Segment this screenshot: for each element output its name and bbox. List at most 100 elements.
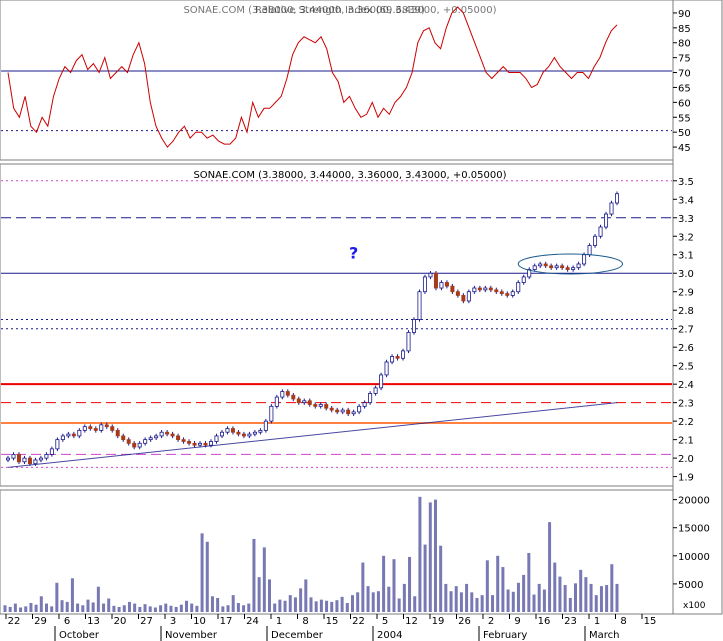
volume-bar	[39, 596, 43, 612]
volume-bar	[335, 600, 339, 612]
candle-body	[274, 396, 279, 407]
volume-bar	[579, 569, 583, 612]
candle-body	[313, 404, 318, 407]
candle-body	[214, 435, 219, 442]
x-month-label: March	[589, 630, 619, 641]
candle-body	[554, 265, 559, 269]
volume-bar	[548, 522, 552, 612]
price-y-tick-label: 3.1	[678, 251, 694, 262]
candle-body	[395, 356, 400, 359]
candle-body	[422, 276, 427, 293]
volume-bar	[257, 577, 261, 612]
volume-bar	[231, 595, 235, 612]
x-day-label: 16	[538, 616, 551, 627]
volume-bar	[449, 591, 453, 612]
volume-bar	[96, 586, 100, 612]
candle-body	[44, 454, 49, 459]
candle-body	[587, 245, 592, 256]
x-month-label: October	[59, 630, 100, 641]
x-day-label: 9	[514, 616, 520, 627]
volume-bar	[589, 583, 593, 612]
x-month-label: November	[165, 630, 218, 641]
candle-body	[615, 193, 620, 204]
volume-bar	[299, 588, 303, 612]
volume-bar	[584, 577, 588, 612]
price-y-tick-label: 2.3	[678, 399, 694, 410]
volume-bar	[397, 598, 401, 612]
candle-body	[527, 269, 532, 278]
volume-bar	[242, 605, 246, 612]
candle-body	[604, 213, 609, 228]
volume-bar	[444, 583, 448, 612]
price-y-tick-label: 3.2	[678, 232, 694, 243]
price-y-tick-label: 2.5	[678, 362, 694, 373]
price-y-tick-label: 2.6	[678, 343, 694, 354]
volume-bar	[86, 599, 90, 612]
volume-bar	[122, 605, 126, 612]
price-panel-frame	[0, 163, 674, 487]
candle-body	[379, 374, 384, 389]
candle-body	[77, 429, 82, 437]
volume-bar	[138, 606, 142, 612]
volume-bar	[65, 601, 69, 612]
volume-bar	[475, 597, 479, 612]
candle-body	[411, 319, 416, 333]
x-month-label: December	[271, 630, 324, 641]
x-day-label: 17	[220, 616, 233, 627]
volume-bar	[236, 603, 240, 612]
candle-body	[285, 391, 290, 396]
candle-body	[560, 265, 565, 269]
rsi-y-tick-label: 60	[678, 98, 691, 109]
candle-body	[362, 402, 367, 407]
candle-body	[483, 287, 488, 291]
candle-body	[11, 454, 16, 459]
price-y-tick-label: 2.8	[678, 306, 694, 317]
candle-body	[450, 285, 455, 293]
candle-body	[324, 404, 329, 409]
rsi-overlay-title: SONAE.COM (3.38000, 3.44000, 3.36000, 3.…	[183, 5, 496, 16]
candle-body	[121, 435, 126, 441]
volume-bar	[366, 586, 370, 612]
candle-body	[126, 439, 131, 444]
x-month-label: February	[483, 630, 527, 641]
volume-bar	[516, 582, 520, 612]
volume-bar	[496, 555, 500, 612]
volume-bar	[143, 604, 147, 612]
volume-bar	[553, 562, 557, 612]
candle-body	[132, 442, 137, 448]
candle-body	[532, 265, 537, 270]
volume-bar	[542, 589, 546, 612]
volume-bar	[568, 597, 572, 612]
volume-bar	[283, 600, 287, 612]
volume-bar	[371, 592, 375, 612]
price-annotation-ellipse	[517, 253, 623, 275]
price-y-tick-label: 3.5	[678, 177, 694, 188]
volume-bar	[179, 604, 183, 612]
volume-bar	[418, 496, 422, 612]
x-day-label: 12	[405, 616, 418, 627]
volume-bar	[610, 564, 614, 612]
volume-bar	[112, 605, 116, 612]
candle-body	[6, 457, 11, 461]
volume-bar	[200, 533, 204, 612]
rsi-y-tick-label: 75	[678, 54, 691, 65]
candle-body	[340, 409, 345, 413]
candle-body	[543, 263, 548, 267]
price-y-tick-label: 3.4	[678, 195, 694, 206]
candle-body	[143, 439, 148, 444]
candle-body	[110, 426, 115, 431]
candle-body	[593, 235, 598, 246]
x-day-label: 15	[644, 616, 657, 627]
x-day-label: 26	[458, 616, 471, 627]
price-y-tick-label: 2.2	[678, 417, 694, 428]
candle-body	[472, 287, 477, 293]
volume-bar	[382, 555, 386, 612]
rsi-y-tick-label: 50	[678, 128, 691, 139]
volume-y-tick-label: 20000	[678, 496, 710, 507]
rsi-y-tick-label: 90	[678, 9, 691, 20]
volume-bar	[599, 586, 603, 612]
candle-body	[357, 405, 362, 413]
candle-body	[455, 291, 460, 296]
candle-body	[170, 433, 175, 437]
